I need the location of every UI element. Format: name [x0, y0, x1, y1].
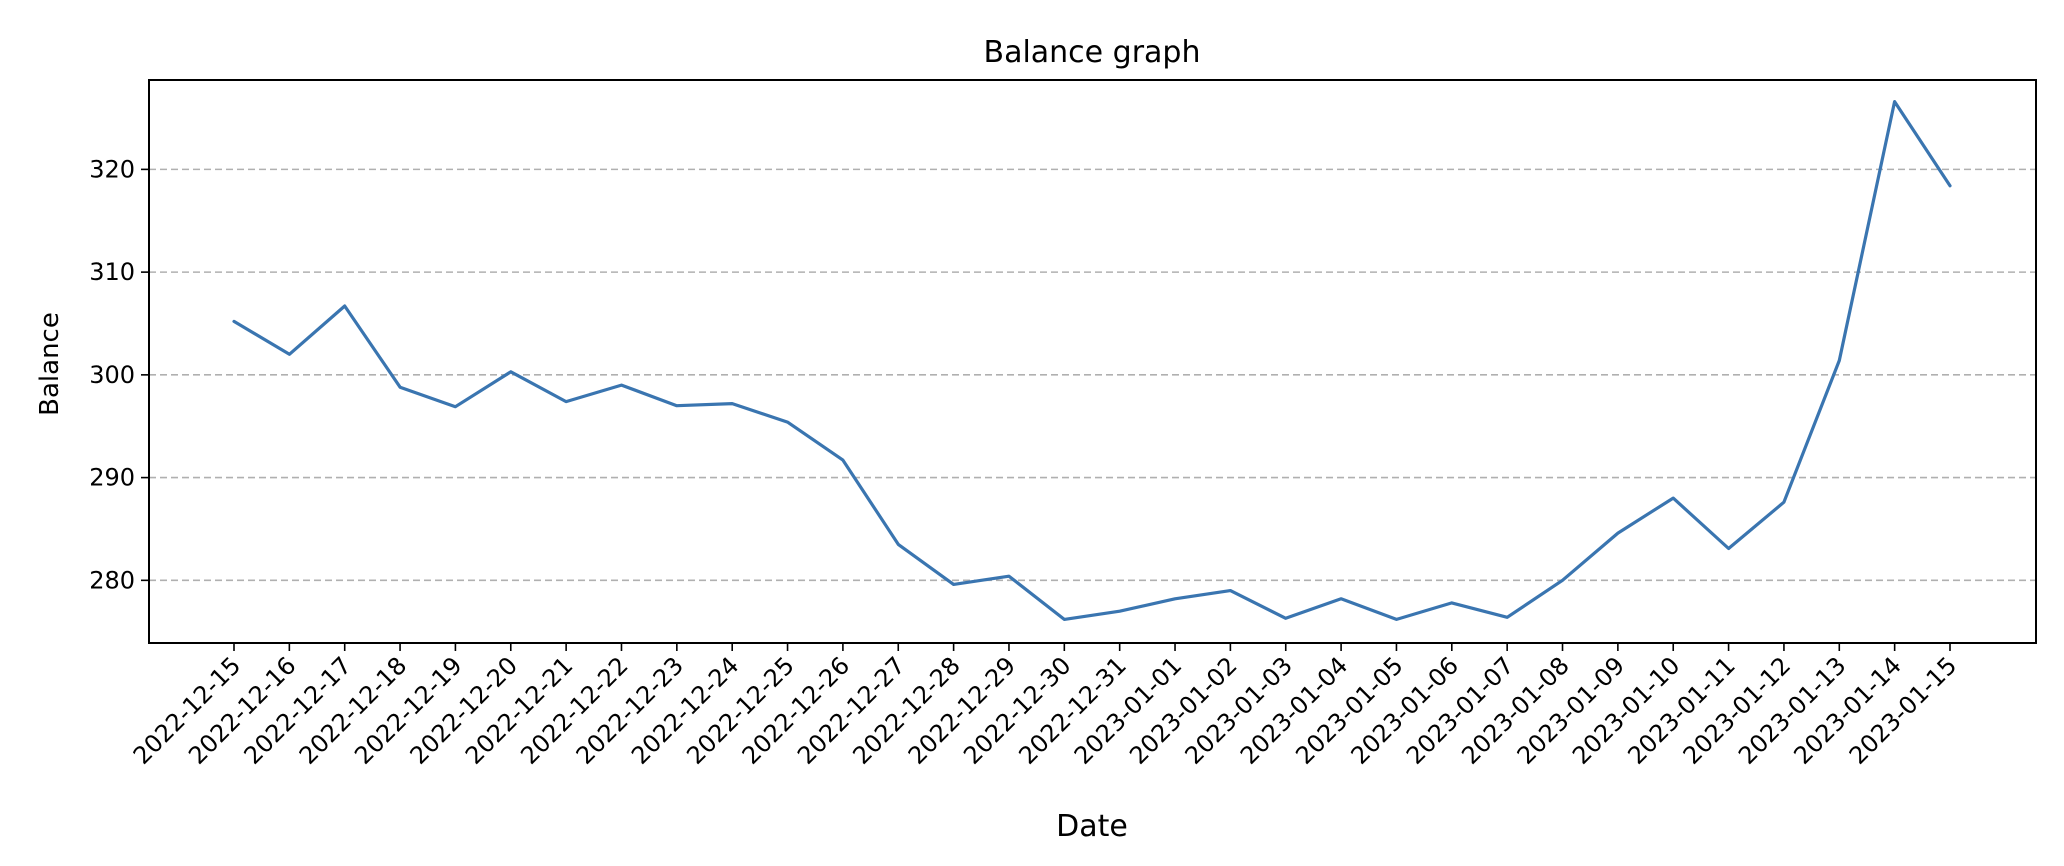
- y-tick-label: 320: [89, 155, 135, 183]
- chart-title: Balance graph: [983, 35, 1200, 70]
- x-axis-label: Date: [1056, 809, 1128, 844]
- y-axis-label: Balance: [35, 312, 65, 416]
- x-axis-ticks: 2022-12-152022-12-162022-12-172022-12-18…: [128, 643, 1962, 770]
- plot-frame: [148, 79, 2037, 644]
- y-tick-label: 290: [89, 464, 135, 492]
- y-tick-label: 300: [89, 361, 135, 389]
- y-gridlines: [149, 168, 2036, 582]
- y-tick-label: 280: [89, 566, 135, 594]
- series-layer: [232, 99, 1952, 622]
- y-axis-ticks: 280 290 300 310 320: [89, 155, 149, 594]
- balance-series-line: [232, 99, 1952, 622]
- y-tick-label: 310: [89, 258, 135, 286]
